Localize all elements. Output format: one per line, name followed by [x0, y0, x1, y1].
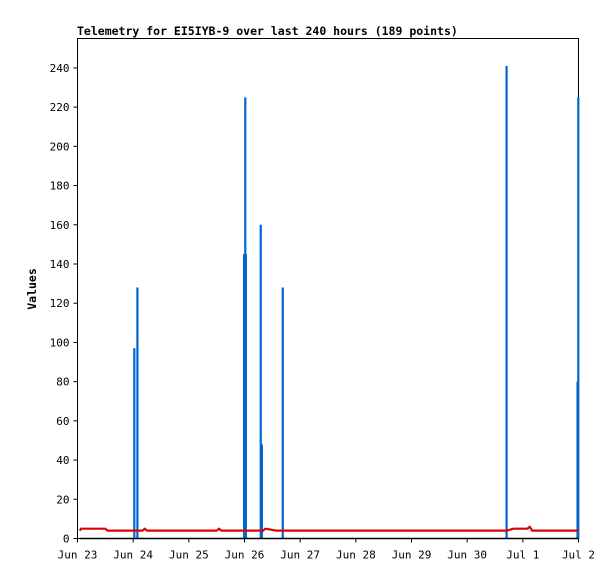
y-tick-label: 40 — [56, 454, 69, 467]
y-tick-label: 80 — [56, 376, 69, 389]
x-tick-label: Jul 2 — [562, 549, 595, 562]
y-tick-label: 240 — [50, 62, 70, 75]
y-axis-label: Values — [25, 268, 39, 310]
x-tick-label: Jun 23 — [58, 549, 98, 562]
y-tick-label: 180 — [50, 180, 70, 193]
x-tick-label: Jun 25 — [169, 549, 209, 562]
x-tick-label: Jun 29 — [392, 549, 432, 562]
x-tick-label: Jun 30 — [447, 549, 487, 562]
series-1-line — [78, 525, 579, 532]
y-tick-label: 220 — [50, 101, 70, 114]
y-tick-label: 160 — [50, 219, 70, 232]
plot-frame — [77, 38, 579, 539]
x-axis: Jun 23 Jun 24 Jun 25 Jun 26 Jun 27 Jun 28 Jun … — [58, 538, 595, 562]
y-tick-label: 20 — [56, 493, 69, 506]
plot-area — [78, 65, 580, 540]
x-tick-label: Jun 27 — [280, 549, 320, 562]
y-tick-label: 0 — [63, 533, 70, 546]
y-tick-label: 140 — [50, 258, 70, 271]
y-axis: 0 20 40 60 80 100 120 140 160 180 200 220 240 — [50, 62, 78, 546]
y-tick-label: 200 — [50, 140, 70, 153]
chart-title: Telemetry for EI5IYB-9 over last 240 hou… — [77, 24, 458, 38]
x-tick-label: Jul 1 — [506, 549, 539, 562]
x-tick-label: Jun 28 — [336, 549, 376, 562]
y-tick-label: 60 — [56, 415, 69, 428]
y-tick-label: 120 — [50, 297, 70, 310]
y-tick-label: 100 — [50, 336, 70, 349]
x-tick-label: Jun 26 — [225, 549, 265, 562]
x-tick-label: Jun 24 — [113, 549, 153, 562]
